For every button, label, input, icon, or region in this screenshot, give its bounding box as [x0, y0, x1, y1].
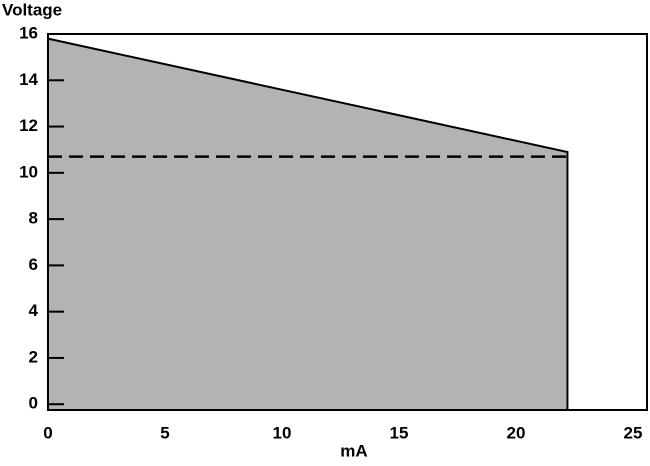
x-tick-label: 5	[160, 423, 169, 442]
x-tick-label: 10	[273, 423, 292, 442]
x-tick-label: 15	[390, 423, 409, 442]
x-tick-label: 0	[43, 423, 52, 442]
y-tick-label: 12	[19, 116, 38, 135]
x-tick-label: 20	[507, 423, 526, 442]
y-tick-label: 16	[19, 23, 38, 42]
x-tick-label: 25	[624, 423, 643, 442]
y-tick-label: 2	[29, 347, 38, 366]
plot-frame	[47, 33, 648, 411]
y-tick-label: 14	[19, 70, 38, 89]
area	[48, 38, 568, 411]
y-tick-label: 0	[29, 394, 38, 413]
y-tick-label: 4	[29, 301, 39, 320]
y-axis-label: Voltage	[2, 0, 62, 19]
y-tick-label: 8	[29, 209, 38, 228]
area-outline	[47, 37, 569, 410]
y-tick-label: 10	[19, 162, 38, 181]
y-tick-label: 6	[29, 255, 38, 274]
x-axis-label: mA	[340, 441, 367, 460]
